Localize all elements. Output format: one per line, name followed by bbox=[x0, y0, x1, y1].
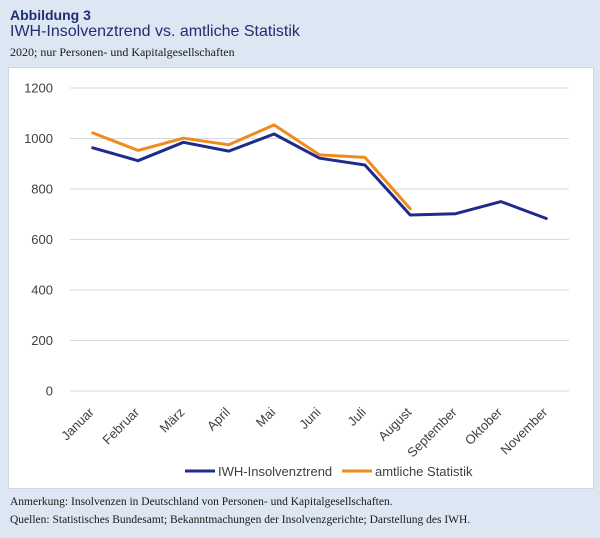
series-lines bbox=[91, 123, 548, 220]
chart-panel: 0 200 400 600 800 1000 1200 Januar Februar März A… bbox=[8, 67, 594, 489]
y-axis-ticks: 0 200 400 600 800 1000 1200 bbox=[24, 81, 53, 399]
legend-label: amtliche Statistik bbox=[375, 464, 473, 479]
y-tick-label: 400 bbox=[31, 283, 53, 298]
x-axis-ticks: Januar Februar März April Mai Juni Juli AugustS… bbox=[58, 404, 551, 460]
gridlines bbox=[70, 87, 569, 392]
source-note: Quellen: Statistisches Bundesamt; Bekann… bbox=[10, 514, 471, 526]
x-tick-label: April bbox=[204, 404, 233, 433]
footnote: Anmerkung: Insolvenzen in Deutschland vo… bbox=[10, 496, 393, 508]
y-tick-label: 1200 bbox=[24, 81, 53, 96]
x-tick-label: Mai bbox=[253, 404, 278, 429]
y-tick-label: 800 bbox=[31, 182, 53, 197]
y-tick-label: 200 bbox=[31, 333, 53, 348]
x-tick-label: Februar bbox=[99, 404, 142, 447]
figure-label: Abbildung 3 bbox=[10, 7, 91, 23]
line-chart: 0 200 400 600 800 1000 1200 Januar Februar März A… bbox=[24, 81, 569, 479]
series-line-iwh bbox=[91, 132, 548, 220]
legend: IWH-Insolvenztrend amtliche Statistik bbox=[185, 464, 473, 479]
legend-label: IWH-Insolvenztrend bbox=[218, 464, 332, 479]
x-tick-label: Juli bbox=[345, 404, 369, 428]
x-tick-label: November bbox=[497, 404, 550, 457]
x-tick-label: März bbox=[156, 405, 187, 436]
series-line-amtlich bbox=[91, 123, 412, 211]
x-tick-label: Oktober bbox=[462, 404, 506, 448]
chart-title: IWH-Insolvenztrend vs. amtliche Statisti… bbox=[10, 23, 300, 40]
x-tick-label: September bbox=[404, 404, 460, 460]
chart-subtitle: 2020; nur Personen- und Kapitalgesellsch… bbox=[10, 45, 235, 59]
y-tick-label: 0 bbox=[46, 384, 53, 399]
y-tick-label: 1000 bbox=[24, 131, 53, 146]
x-tick-label: August bbox=[375, 404, 414, 443]
x-tick-label: Juni bbox=[296, 404, 324, 432]
x-tick-label: Januar bbox=[58, 404, 97, 443]
y-tick-label: 600 bbox=[31, 232, 53, 247]
